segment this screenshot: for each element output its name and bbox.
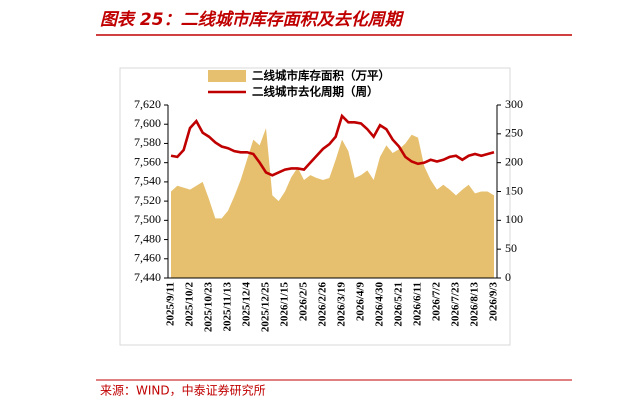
x-tick-label: 2026/5/21 <box>393 282 405 327</box>
y-tick-label: 7,440 <box>134 270 161 284</box>
y-tick-label: 7,500 <box>134 212 161 226</box>
x-tick-label: 2026/4/9 <box>355 282 367 322</box>
x-tick-label: 2025/12/4 <box>241 282 253 327</box>
x-tick-label: 2026/4/30 <box>374 282 386 327</box>
legend-label: 二线城市去化周期（周） <box>252 85 379 99</box>
x-tick-label: 2026/9/3 <box>488 282 500 322</box>
x-tick-label: 2025/10/2 <box>184 282 196 327</box>
x-tick-label: 2025/12/25 <box>260 282 272 333</box>
y-tick-label: 7,560 <box>134 154 161 168</box>
source: 来源：WIND，中泰证券研究所 <box>100 383 266 398</box>
x-tick-label: 2026/2/26 <box>317 282 329 327</box>
y-tick-label: 7,460 <box>134 251 161 265</box>
x-tick-label: 2026/8/13 <box>469 282 481 327</box>
y-tick-label: 7,580 <box>134 135 161 149</box>
x-tick-label: 2026/7/2 <box>431 282 443 322</box>
chart-frame <box>119 67 511 346</box>
y2-tick-label: 300 <box>505 97 523 111</box>
x-tick-label: 2026/1/15 <box>279 282 291 327</box>
area <box>171 128 494 278</box>
legend-label: 二线城市库存面积（万平） <box>252 69 390 83</box>
y-tick-label: 7,540 <box>134 174 161 188</box>
y-tick-label: 7,520 <box>134 193 161 207</box>
y2-tick-label: 50 <box>505 241 517 255</box>
y-tick-label: 7,480 <box>134 231 161 245</box>
x-tick-label: 2025/9/11 <box>165 282 177 326</box>
x-tick-label: 2026/2/5 <box>298 282 310 322</box>
x-tick-label: 2025/10/23 <box>203 282 215 333</box>
y2-tick-label: 250 <box>505 126 523 140</box>
x-tick-label: 2025/11/13 <box>222 282 234 332</box>
y2-tick-label: 200 <box>505 154 523 168</box>
x-tick-label: 2026/6/11 <box>412 282 424 326</box>
x-tick-label: 2026/3/19 <box>336 282 348 327</box>
y2-tick-label: 0 <box>505 270 511 284</box>
y2-tick-label: 150 <box>505 183 523 197</box>
x-tick-label: 2026/7/23 <box>450 282 462 327</box>
y-tick-label: 7,600 <box>134 116 161 130</box>
y-tick-label: 7,620 <box>134 97 161 111</box>
legend-swatch <box>208 70 246 82</box>
chart-title: 图表 25：二线城市库存面积及去化周期 <box>100 10 405 30</box>
y2-tick-label: 100 <box>505 212 523 226</box>
line <box>170 113 495 177</box>
